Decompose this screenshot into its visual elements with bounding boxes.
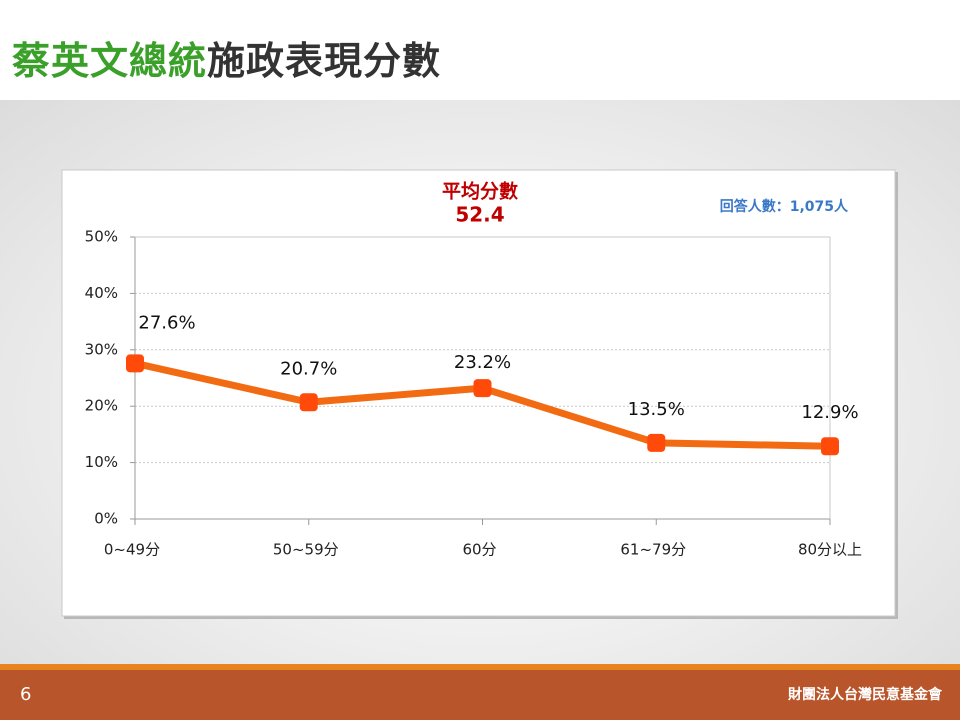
y-tick-label: 40% [85, 284, 118, 302]
slide-title: 蔡英文總統施政表現分數 [12, 30, 441, 85]
chart: 平均分數 52.4 回答人數：1,075人 0% 10% 20% 30% 40% 50% 0… [61, 169, 898, 619]
respondents: 回答人數：1,075人 [720, 198, 849, 215]
y-tick-label: 50% [85, 228, 118, 246]
y-tick-label: 0% [94, 510, 118, 528]
y-tick-label: 20% [85, 397, 118, 415]
annotation-value: 52.4 [455, 203, 504, 227]
value-label: 20.7% [280, 358, 337, 379]
page-number: 6 [20, 684, 32, 705]
marker [126, 354, 144, 373]
x-tick-label: 60分 [462, 541, 496, 559]
value-label: 23.2% [454, 352, 511, 373]
organization: 財團法人台灣民意基金會 [788, 687, 942, 703]
x-tick-label: 50~59分 [273, 541, 339, 559]
marker [647, 433, 666, 452]
title-highlight: 蔡英文總統 [12, 39, 208, 83]
x-tick-label: 0~49分 [104, 541, 160, 559]
marker [473, 379, 492, 398]
footer [0, 670, 960, 720]
annotation-label: 平均分數 [442, 180, 518, 203]
marker [299, 393, 318, 412]
marker [821, 437, 839, 456]
title-rest: 施政表現分數 [207, 39, 442, 83]
footer-line [0, 664, 960, 670]
x-tick-label: 61~79分 [620, 541, 686, 559]
y-tick-label: 30% [85, 340, 118, 358]
value-label: 12.9% [801, 402, 858, 423]
y-tick-label: 10% [85, 453, 118, 471]
x-tick-label: 80分以上 [798, 541, 862, 559]
value-label: 27.6% [138, 312, 195, 333]
value-label: 13.5% [628, 399, 685, 420]
